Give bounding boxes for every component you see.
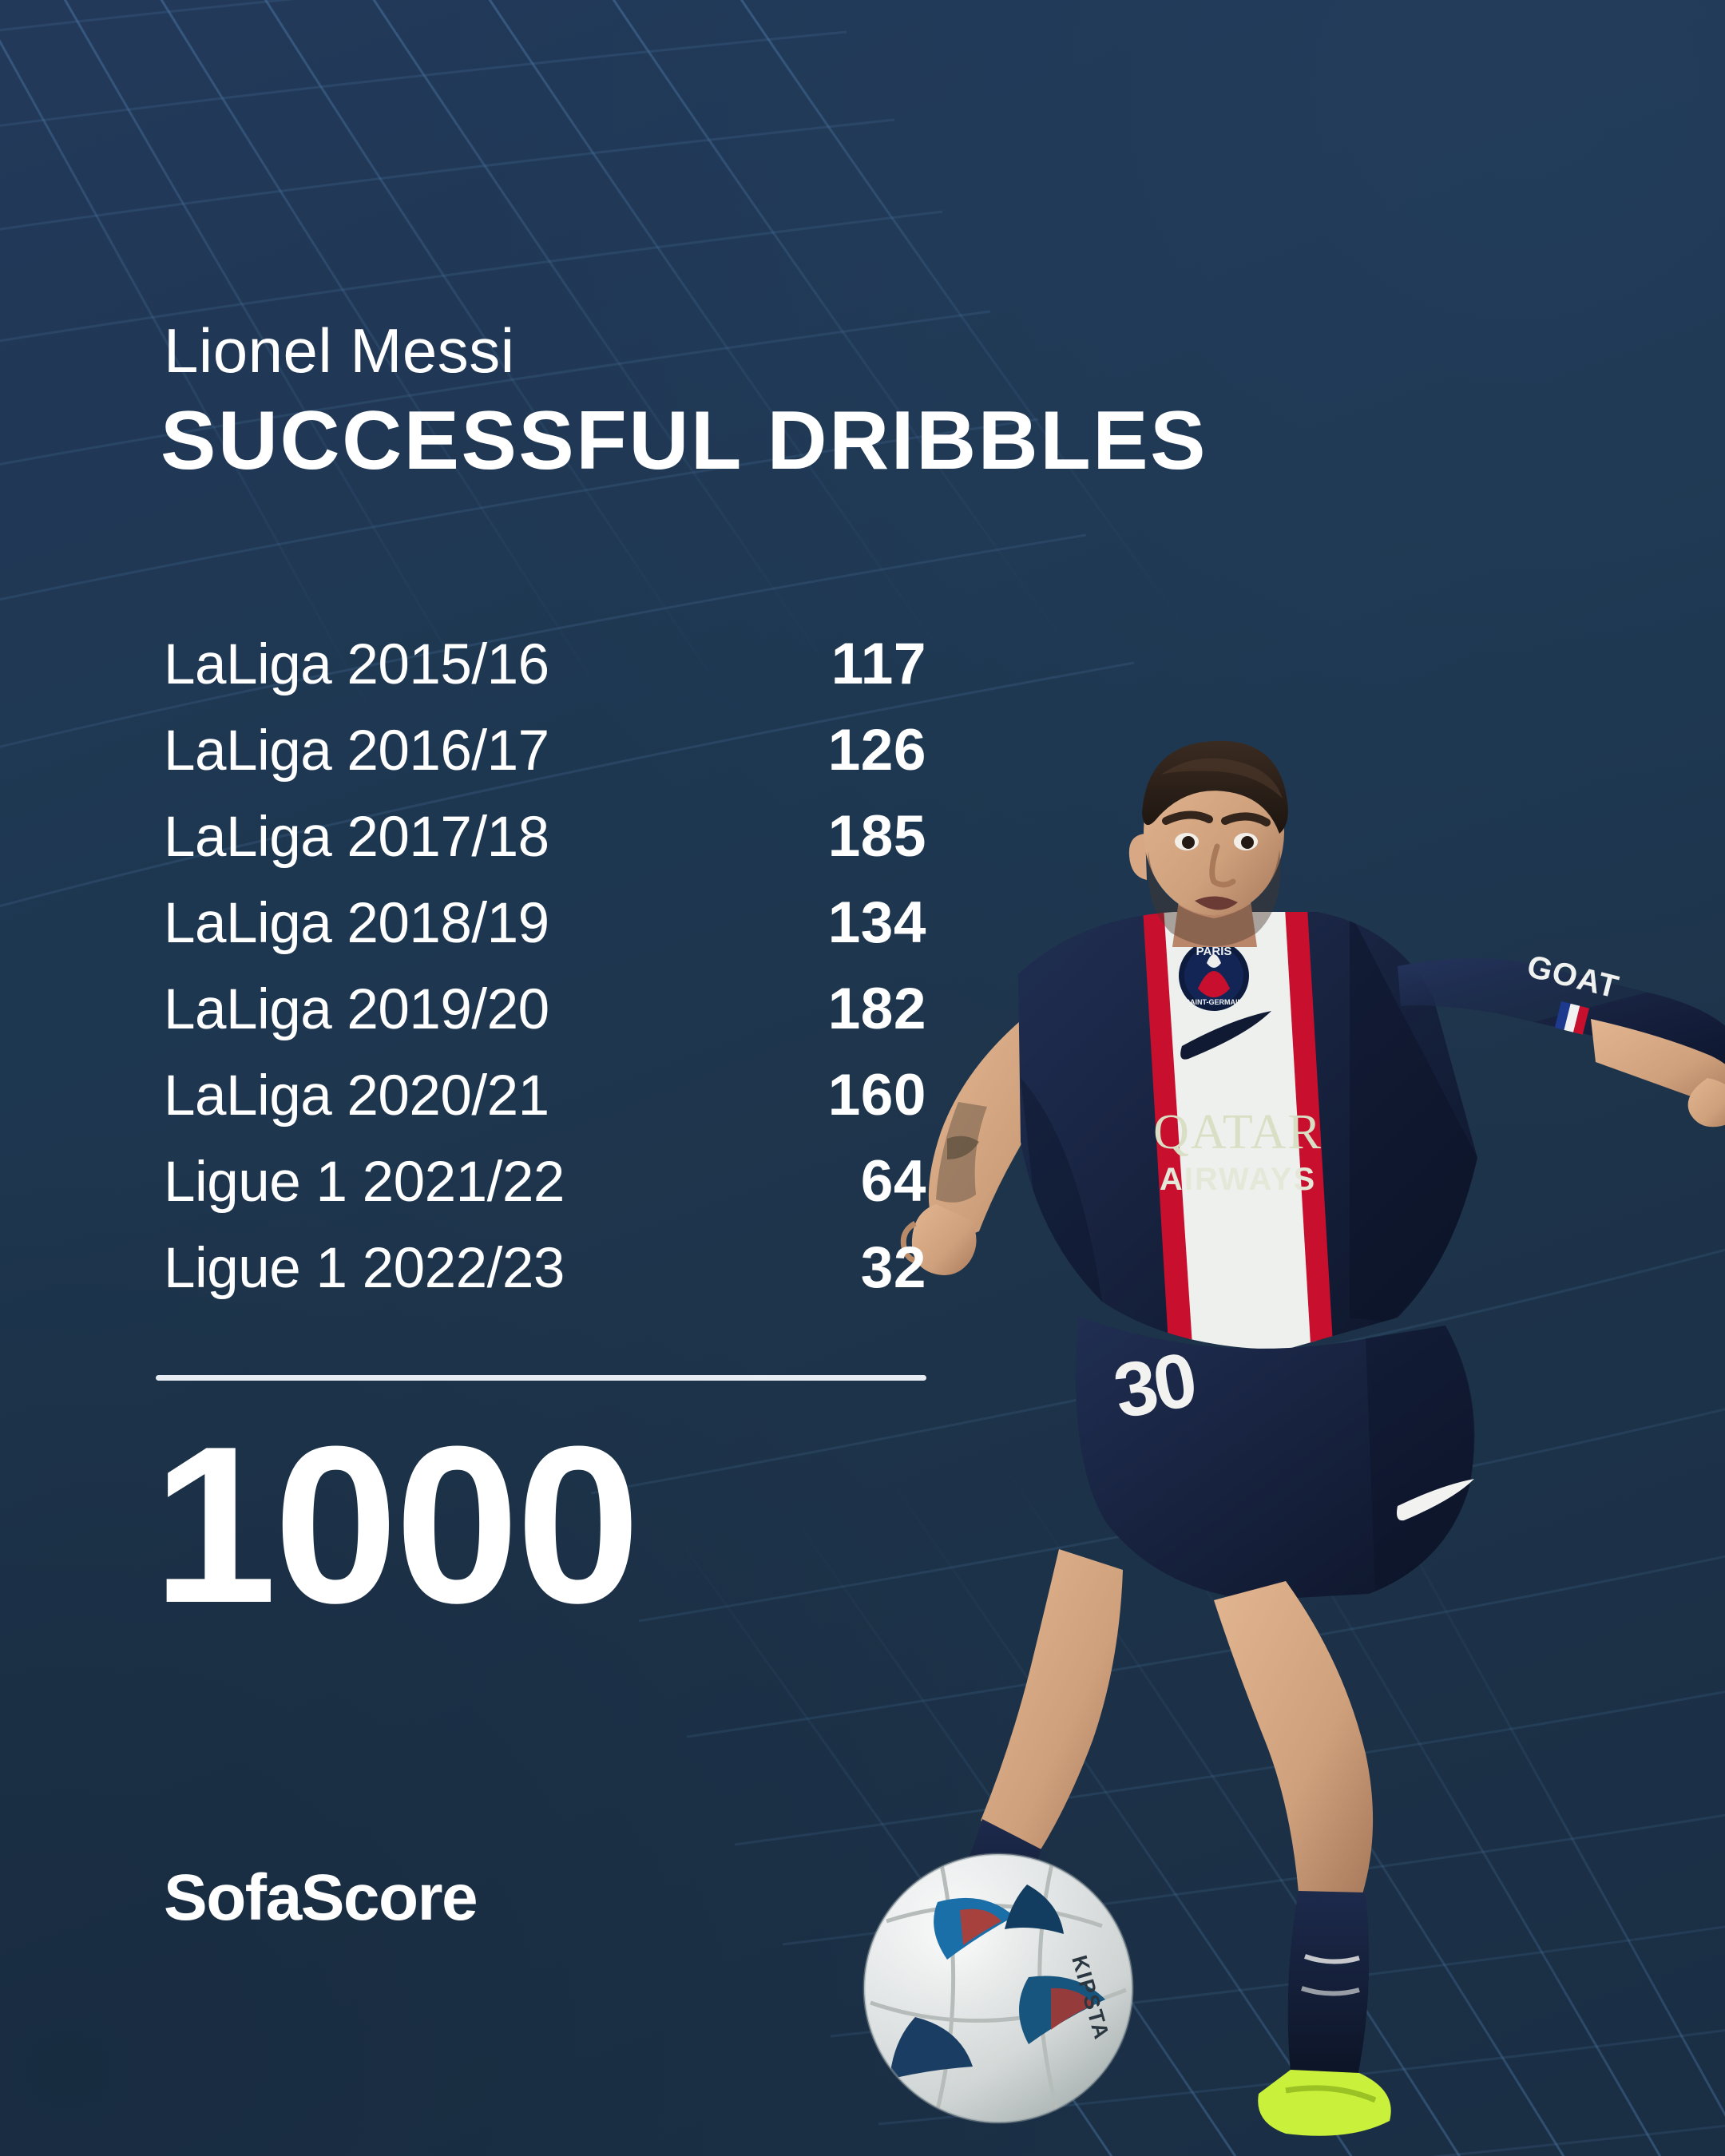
svg-text:GOAT: GOAT: [1524, 949, 1623, 1005]
page-title: SUCCESSFUL DRIBBLES: [161, 394, 1208, 487]
list-item: Ligue 1 2021/22 64: [164, 1148, 926, 1235]
stat-label: Ligue 1 2022/23: [164, 1237, 565, 1300]
stat-label: LaLiga 2020/21: [164, 1064, 549, 1128]
stat-value: 182: [827, 977, 926, 1041]
list-item: LaLiga 2018/19 134: [164, 890, 926, 976]
stat-label: Ligue 1 2021/22: [164, 1151, 565, 1214]
stat-value: 117: [831, 632, 926, 696]
stat-label: LaLiga 2018/19: [164, 892, 549, 955]
list-item: LaLiga 2019/20 182: [164, 976, 926, 1062]
list-item: Ligue 1 2022/23 32: [164, 1235, 926, 1321]
stat-value: 126: [827, 718, 926, 783]
player-name: Lionel Messi: [164, 315, 515, 386]
stat-value: 32: [860, 1235, 926, 1300]
list-item: LaLiga 2017/18 185: [164, 803, 926, 890]
total-divider: [156, 1375, 926, 1381]
stat-label: LaLiga 2015/16: [164, 633, 549, 696]
stat-label: LaLiga 2019/20: [164, 978, 549, 1041]
stat-value: 160: [827, 1063, 926, 1128]
list-item: LaLiga 2015/16 117: [164, 631, 926, 717]
list-item: LaLiga 2020/21 160: [164, 1062, 926, 1148]
stat-label: LaLiga 2016/17: [164, 719, 549, 783]
stat-value: 64: [860, 1149, 926, 1214]
content-block: Lionel Messi SUCCESSFUL DRIBBLES LaLiga …: [153, 0, 1521, 2156]
sofascore-logo: SofaScore: [164, 1861, 478, 1934]
list-item: LaLiga 2016/17 126: [164, 717, 926, 803]
stat-label: LaLiga 2017/18: [164, 806, 549, 869]
total-value: 1000: [153, 1401, 640, 1650]
stat-value: 134: [827, 890, 926, 955]
stats-list: LaLiga 2015/16 117 LaLiga 2016/17 126 La…: [164, 631, 926, 1321]
stat-value: 185: [827, 804, 926, 869]
